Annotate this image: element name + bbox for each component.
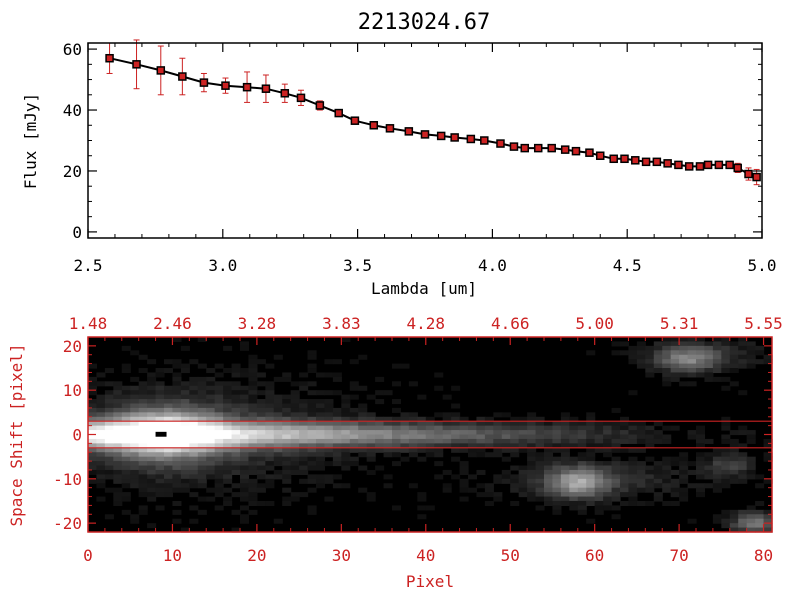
spatial-image-plot: 0 1.48 10 2.46 20 3.28 30 3.83 40 4.28 50 4.66 60 5.0… <box>7 314 783 591</box>
data-point <box>520 143 530 153</box>
image-y-label: Space Shift [pixel] <box>7 343 26 526</box>
image-top-tick-label: 4.28 <box>407 314 446 333</box>
data-point <box>752 172 761 182</box>
data-point <box>420 130 430 139</box>
x-tick-label: 4.5 <box>613 256 642 275</box>
image-y-tick-label: -10 <box>53 470 82 489</box>
data-point <box>385 124 395 133</box>
y-tick-label: 20 <box>63 162 82 181</box>
data-point <box>496 139 505 148</box>
data-point <box>631 156 640 165</box>
image-ticks: 0 1.48 10 2.46 20 3.28 30 3.83 40 4.28 50 4.66 60 5.0… <box>53 314 783 565</box>
image-top-tick-label: 5.55 <box>744 314 783 333</box>
data-point <box>509 142 519 151</box>
image-top-tick-label: 5.00 <box>575 314 614 333</box>
y-tick-label: 40 <box>63 101 82 120</box>
data-point <box>404 127 414 136</box>
image-x-tick-label: 10 <box>163 546 182 565</box>
data-point <box>571 146 581 156</box>
y-tick-label: 0 <box>72 223 82 242</box>
image-top-tick-label: 5.31 <box>660 314 699 333</box>
data-point <box>652 157 662 167</box>
peak-marker <box>155 431 167 437</box>
data-point <box>620 154 629 164</box>
x-tick-label: 4.0 <box>478 256 507 275</box>
data-point <box>466 134 476 144</box>
data-point <box>744 169 753 179</box>
spectrum-y-label: Flux [mJy] <box>21 93 40 189</box>
image-x-tick-label: 70 <box>669 546 688 565</box>
data-point <box>684 162 694 171</box>
x-tick-label: 3.0 <box>208 256 237 275</box>
data-point <box>178 72 187 81</box>
data-point <box>533 143 543 153</box>
image-x-label: Pixel <box>406 572 454 591</box>
spectrum-title: 2213024.67 <box>358 10 490 35</box>
image-y-tick-label: 20 <box>63 337 82 356</box>
image-x-tick-label: 40 <box>416 546 435 565</box>
data-point <box>221 81 230 90</box>
image-top-tick-label: 3.83 <box>322 314 361 333</box>
image-top-tick-label: 3.28 <box>238 314 277 333</box>
image-top-tick-label: 2.46 <box>153 314 192 333</box>
image-x-tick-label: 60 <box>585 546 604 565</box>
y-tick-label: 60 <box>63 40 82 59</box>
image-x-tick-label: 50 <box>501 546 520 565</box>
data-point <box>609 154 618 164</box>
data-point <box>334 108 343 118</box>
data-point <box>199 78 209 87</box>
spectrum-plot: 2213024.67 2.5 3.0 3.5 4.0 4.5 5.0 0 20 40 60 Lam… <box>21 10 776 298</box>
data-point <box>242 82 252 92</box>
data-point <box>296 93 306 103</box>
image-x-tick-label: 0 <box>83 546 93 565</box>
data-point <box>156 66 166 75</box>
x-tick-label: 3.5 <box>343 256 372 275</box>
data-point <box>585 148 594 157</box>
data-point <box>280 89 290 98</box>
data-point <box>369 121 379 130</box>
data-point <box>480 136 489 145</box>
data-point <box>714 160 724 170</box>
image-x-tick-label: 30 <box>332 546 351 565</box>
data-point <box>105 53 114 63</box>
x-tick-label: 2.5 <box>74 256 103 275</box>
x-tick-label: 5.0 <box>748 256 777 275</box>
data-point <box>641 157 651 167</box>
data-point <box>261 84 271 93</box>
spectrum-x-label: Lambda [um] <box>371 279 477 298</box>
data-point <box>703 160 713 170</box>
heatmap-image <box>88 337 773 533</box>
data-point <box>733 163 742 173</box>
data-point <box>674 160 683 170</box>
spectrum-frame <box>87 42 763 239</box>
image-y-tick-label: 10 <box>63 381 82 400</box>
data-point <box>450 133 459 142</box>
data-point <box>725 160 734 170</box>
data-point <box>436 131 446 141</box>
data-point <box>595 151 605 160</box>
data-point <box>350 116 360 125</box>
image-x-tick-label: 80 <box>754 546 773 565</box>
spectrum-ticks: 2.5 3.0 3.5 4.0 4.5 5.0 0 20 40 60 <box>63 40 777 275</box>
image-x-tick-label: 20 <box>247 546 266 565</box>
data-point <box>547 143 556 153</box>
data-point <box>315 101 325 110</box>
data-point <box>560 145 570 154</box>
image-y-tick-label: -20 <box>53 514 82 533</box>
image-top-tick-label: 4.66 <box>491 314 530 333</box>
image-y-tick-label: 0 <box>72 426 82 445</box>
data-point <box>663 159 672 168</box>
image-top-tick-label: 1.48 <box>69 314 108 333</box>
data-point <box>132 60 141 69</box>
spectrum-marks <box>105 39 761 186</box>
data-point <box>695 162 705 171</box>
